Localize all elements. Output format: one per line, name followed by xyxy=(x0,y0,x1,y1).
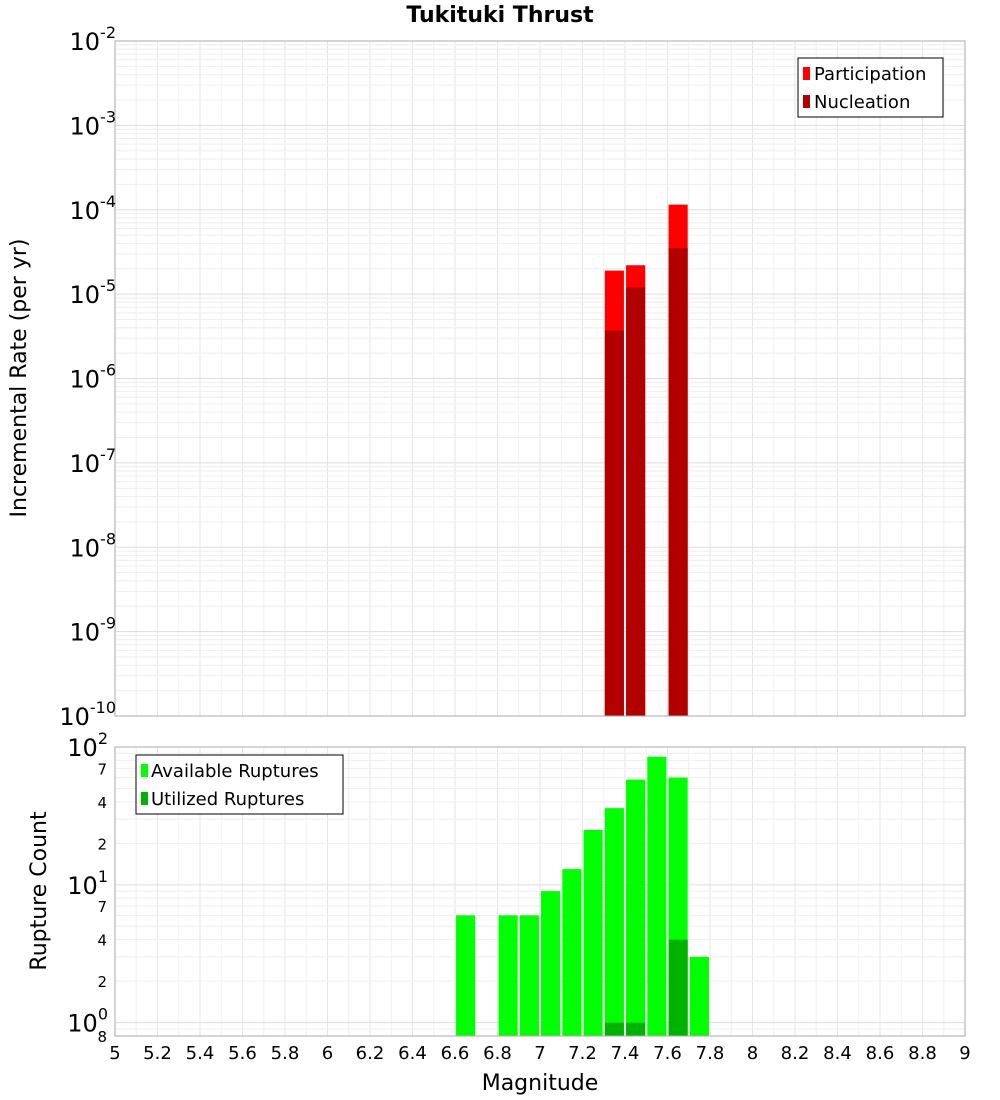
legend-label-participation: Participation xyxy=(814,64,926,85)
y-minor-tick-label: 4 xyxy=(97,794,107,812)
available-ruptures-bar xyxy=(541,891,561,1036)
x-tick-label: 8 xyxy=(747,1043,758,1064)
x-tick-label: 6.8 xyxy=(483,1043,512,1064)
available-ruptures-bar xyxy=(562,869,582,1036)
top-legend-box xyxy=(797,57,944,118)
x-tick-label: 7.2 xyxy=(568,1043,597,1064)
y-tick-label: 10-4 xyxy=(70,192,117,225)
available-ruptures-bar xyxy=(626,779,646,1036)
x-tick-label: 6.6 xyxy=(441,1043,470,1064)
y-tick-label: 10-8 xyxy=(70,529,117,562)
x-tick-label: 5.2 xyxy=(143,1043,172,1064)
legend-label-available: Available Ruptures xyxy=(151,761,319,782)
bottom-y-axis-label: Rupture Count xyxy=(27,811,52,971)
legend-swatch-utilized xyxy=(141,792,148,805)
bottom-plot-bars xyxy=(456,756,709,1036)
chart-title: Tukituki Thrust xyxy=(406,3,594,28)
bottom-y-axis-ticks: 102 101 100 7 4 2 7 4 2 8 xyxy=(67,729,108,1046)
utilized-ruptures-bar xyxy=(668,939,688,1036)
y-minor-tick-label: 7 xyxy=(97,760,107,778)
available-ruptures-bar xyxy=(519,915,539,1036)
y-minor-tick-label: 4 xyxy=(97,932,107,950)
available-ruptures-bar xyxy=(498,915,518,1036)
y-tick-label: 10-6 xyxy=(70,361,117,394)
x-tick-label: 6 xyxy=(322,1043,333,1064)
y-tick-label: 100 xyxy=(67,1005,108,1038)
utilized-ruptures-bar xyxy=(604,1022,624,1036)
top-plot-frame xyxy=(114,40,966,717)
x-tick-label: 7.8 xyxy=(696,1043,725,1064)
x-axis-label: Magnitude xyxy=(482,1071,599,1096)
legend-swatch-available xyxy=(141,764,148,777)
x-tick-label: 8.4 xyxy=(823,1043,852,1064)
x-tick-label: 6.2 xyxy=(356,1043,385,1064)
legend-swatch-participation xyxy=(803,67,810,80)
x-tick-label: 7.4 xyxy=(611,1043,640,1064)
top-legend: Participation Nucleation xyxy=(797,57,944,118)
x-tick-label: 8.8 xyxy=(908,1043,937,1064)
y-tick-label: 102 xyxy=(67,729,108,762)
x-tick-label: 7.6 xyxy=(653,1043,682,1064)
y-tick-label: 10-5 xyxy=(70,276,117,309)
y-minor-tick-label: 7 xyxy=(97,898,107,916)
x-tick-label: 6.4 xyxy=(398,1043,427,1064)
top-plot-bars xyxy=(604,204,688,717)
bottom-plot-frame xyxy=(114,746,966,1037)
utilized-ruptures-bar xyxy=(626,1022,646,1036)
nucleation-bar xyxy=(626,287,646,716)
available-ruptures-bar xyxy=(604,808,624,1036)
y-minor-tick-label: 2 xyxy=(97,835,107,853)
legend-label-nucleation: Nucleation xyxy=(814,92,910,113)
y-minor-tick-label: 2 xyxy=(97,973,107,991)
legend-swatch-nucleation xyxy=(803,95,810,108)
x-axis-ticks: 5 5.2 5.4 5.6 5.8 6 6.2 6.4 6.6 6.8 7 7.2 7.4 7.6 7.8 8… xyxy=(109,1043,970,1064)
nucleation-bar xyxy=(668,248,688,717)
available-ruptures-bar xyxy=(689,956,709,1036)
nucleation-bar xyxy=(604,330,624,716)
x-tick-label: 5 xyxy=(109,1043,120,1064)
available-ruptures-bar xyxy=(647,756,667,1036)
available-ruptures-bar xyxy=(583,829,603,1036)
y-tick-label: 10-7 xyxy=(70,445,117,478)
y-minor-tick-label: 8 xyxy=(97,1028,107,1046)
bottom-legend-box xyxy=(135,754,344,815)
top-plot-grid xyxy=(114,40,966,717)
available-ruptures-bar xyxy=(456,915,476,1036)
bottom-legend: Available Ruptures Utilized Ruptures xyxy=(135,754,344,815)
x-tick-label: 5.6 xyxy=(228,1043,257,1064)
x-tick-label: 8.2 xyxy=(781,1043,810,1064)
x-tick-label: 5.4 xyxy=(186,1043,215,1064)
y-tick-label: 10-2 xyxy=(70,23,117,56)
x-tick-label: 8.6 xyxy=(866,1043,895,1064)
y-tick-label: 101 xyxy=(67,867,108,900)
x-tick-label: 9 xyxy=(959,1043,970,1064)
y-tick-label: 10-3 xyxy=(70,107,117,140)
top-y-axis-ticks: 10-2 10-3 10-4 10-5 10-6 10-7 10-8 10-9 10-10 xyxy=(59,23,116,731)
top-y-axis-label: Incremental Rate (per yr) xyxy=(7,239,32,518)
x-tick-label: 7 xyxy=(534,1043,545,1064)
legend-label-utilized: Utilized Ruptures xyxy=(151,789,304,810)
y-tick-label: 10-9 xyxy=(70,614,117,647)
x-tick-label: 5.8 xyxy=(271,1043,300,1064)
y-tick-label: 10-10 xyxy=(59,698,116,731)
